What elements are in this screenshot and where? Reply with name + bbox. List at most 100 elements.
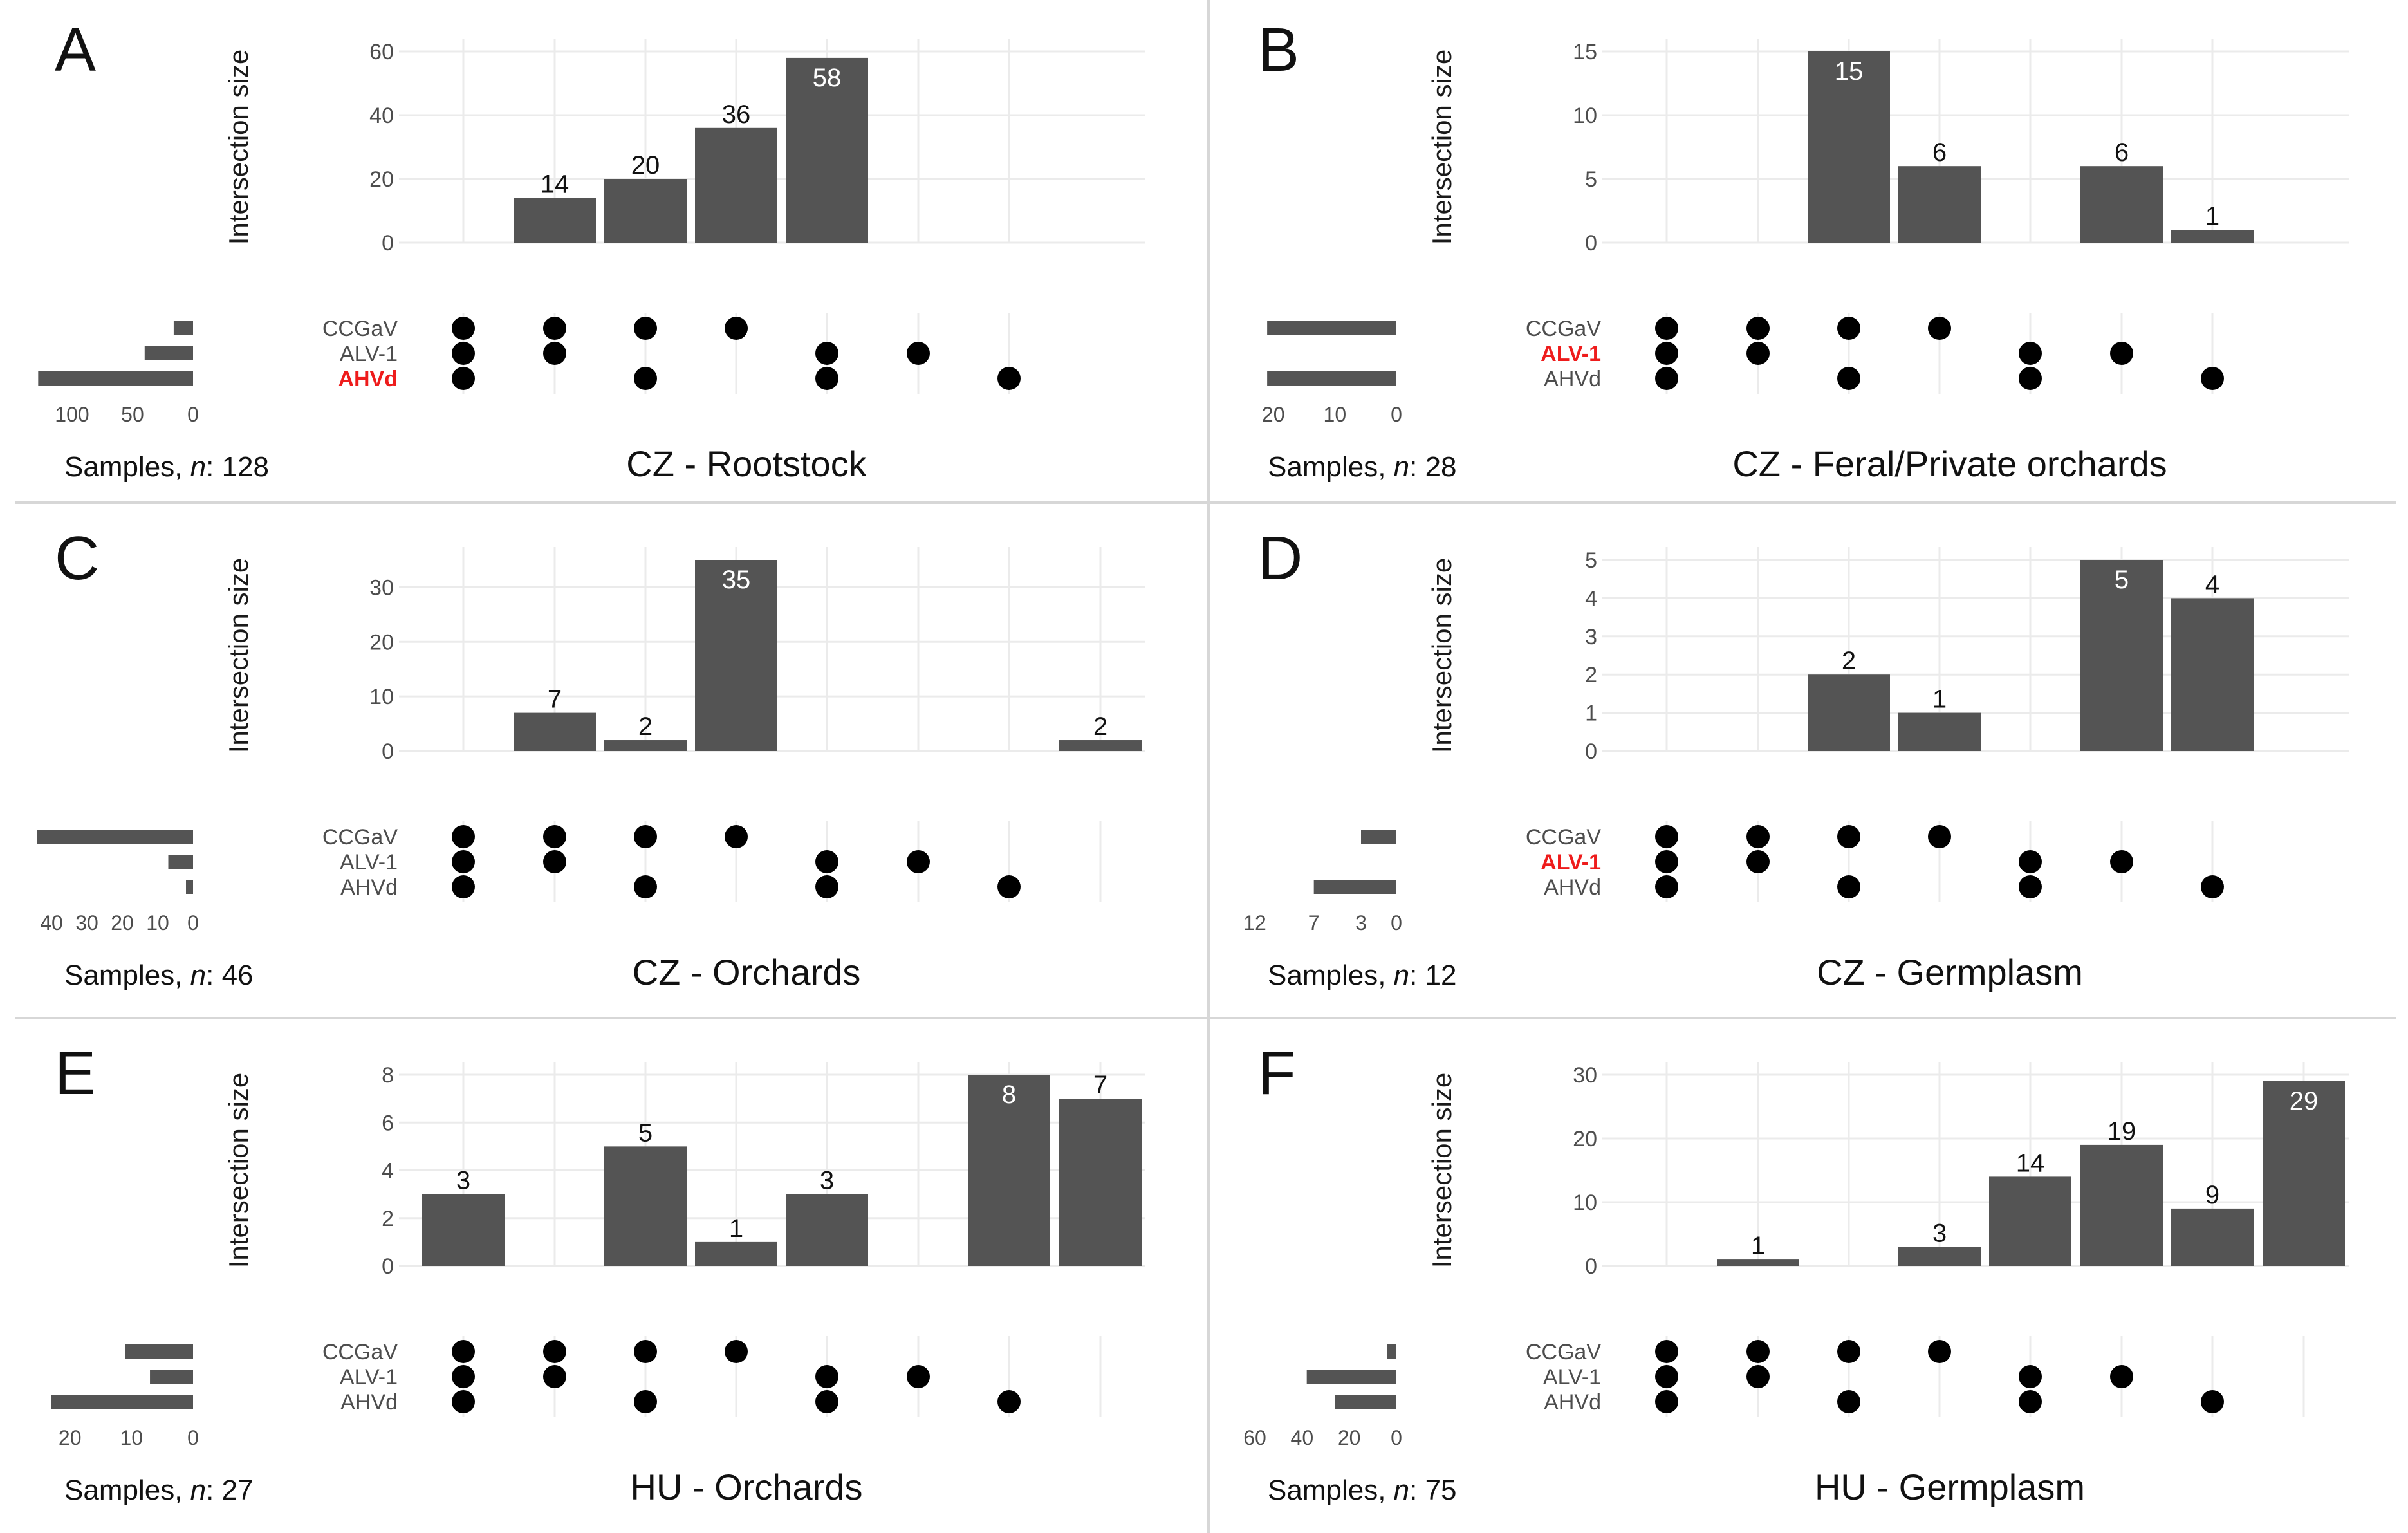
set-size-tick-label: 100 (55, 403, 89, 426)
set-size-bar (186, 880, 193, 894)
panel-c: 0 10 20 30 Intersection size 7 2 35 2 C CCGaVALV-1… (37, 524, 1145, 992)
set-size-tick-label: 0 (187, 1426, 199, 1449)
matrix-dot (815, 1390, 838, 1413)
panel-a: 0 20 40 60 Intersection size 14 20 36 58 A CCGaVAL… (38, 15, 1145, 484)
set-size-tick-label: 20 (111, 911, 134, 934)
samples-value: : 75 (1409, 1474, 1456, 1506)
y-tick-label: 4 (1585, 586, 1597, 611)
set-size-tick-label: 40 (40, 911, 63, 934)
set-size-bar (1361, 830, 1396, 844)
matrix-dot (634, 1390, 657, 1413)
set-size-bar (38, 371, 193, 386)
panel-b: 0 5 10 15 Intersection size 15 6 6 1 B CCGaVALV-1A… (1258, 15, 2349, 484)
y-axis-label: Intersection size (1427, 1073, 1457, 1268)
set-label: AHVd (1544, 367, 1601, 391)
y-tick-label: 2 (1585, 663, 1597, 687)
y-tick-label: 40 (369, 104, 394, 128)
bar (2080, 560, 2163, 751)
matrix-dot (815, 875, 838, 898)
y-tick-label: 0 (382, 739, 394, 764)
set-label: AHVd (1544, 1390, 1601, 1415)
bar (1989, 1176, 2071, 1266)
set-label: CCGaV (322, 1340, 398, 1364)
y-tick-label: 0 (1585, 1254, 1597, 1279)
matrix-dot (634, 825, 657, 848)
samples-label: Samples, (64, 960, 190, 991)
matrix-dot (725, 1340, 748, 1363)
samples-n-label: n (190, 1474, 206, 1506)
set-size-bar (173, 321, 193, 335)
matrix-dot (1746, 1340, 1770, 1363)
y-tick-label: 2 (382, 1207, 394, 1231)
set-label: AHVd (1544, 875, 1601, 900)
panel-title: CZ - Germplasm (1817, 952, 2083, 992)
y-axis-label: Intersection size (1427, 558, 1457, 753)
set-size-tick-label: 0 (1391, 403, 1402, 426)
bar (2171, 230, 2254, 243)
matrix-dot (907, 342, 930, 365)
bar-value-label: 36 (722, 100, 751, 129)
bar-value-label: 7 (548, 685, 562, 714)
samples-count: Samples, n: 27 (64, 1474, 254, 1506)
matrix-dot (452, 850, 475, 873)
y-axis-label: Intersection size (223, 50, 254, 245)
bar (2080, 166, 2163, 243)
matrix-dot (815, 1365, 838, 1388)
matrix-dot (1837, 1340, 1860, 1363)
y-tick-label: 0 (1585, 231, 1597, 256)
matrix-dot (1746, 317, 1770, 340)
matrix-dot (815, 850, 838, 873)
panel-title: CZ - Orchards (633, 952, 861, 992)
matrix-dot (1746, 850, 1770, 873)
divider-row-2 (15, 1017, 2396, 1019)
y-tick-label: 0 (382, 1254, 394, 1279)
matrix-dot (2019, 1365, 2042, 1388)
y-tick-label: 30 (369, 575, 394, 600)
matrix-dot (1655, 342, 1678, 365)
matrix-dot (1837, 367, 1860, 390)
matrix-dot (1928, 825, 1951, 848)
matrix-dot (2201, 367, 2224, 390)
matrix-dot (452, 825, 475, 848)
set-size-tick-label: 60 (1243, 1426, 1266, 1449)
matrix-dot (1837, 875, 1860, 898)
bar-value-label: 20 (631, 151, 660, 180)
set-label: ALV-1 (340, 850, 398, 875)
panel-letter: A (55, 15, 96, 84)
bar-value-label: 1 (1751, 1232, 1765, 1260)
matrix-dot (725, 825, 748, 848)
y-tick-label: 20 (1573, 1127, 1597, 1151)
y-tick-label: 20 (369, 167, 394, 192)
matrix-dot (1746, 825, 1770, 848)
set-size-tick-label: 0 (1391, 911, 1402, 934)
bar-value-label: 2 (1093, 712, 1107, 741)
bar-value-label: 58 (813, 64, 842, 92)
set-size-tick-label: 10 (146, 911, 169, 934)
y-tick-label: 3 (1585, 625, 1597, 649)
y-tick-label: 0 (382, 231, 394, 256)
panel-letter: B (1258, 15, 1299, 84)
bar-value-label: 29 (2290, 1087, 2319, 1115)
bar (604, 740, 687, 751)
y-axis-label: Intersection size (223, 558, 254, 753)
matrix-dot (452, 317, 475, 340)
set-size-tick-label: 7 (1308, 911, 1320, 934)
bar-value-label: 2 (1842, 647, 1856, 675)
y-tick-label: 30 (1573, 1063, 1597, 1088)
samples-n-label: n (190, 451, 206, 483)
set-size-tick-label: 0 (187, 403, 199, 426)
matrix-dot (1655, 367, 1678, 390)
bar (1898, 712, 1981, 751)
matrix-dot (2019, 367, 2042, 390)
panel-title: HU - Germplasm (1815, 1467, 2085, 1507)
samples-label: Samples, (1268, 1474, 1394, 1506)
bar-value-label: 35 (722, 566, 751, 594)
set-label: CCGaV (1526, 317, 1601, 341)
set-label: ALV-1 (1543, 1365, 1601, 1389)
bar (604, 1146, 687, 1266)
y-tick-label: 60 (369, 40, 394, 64)
samples-value: : 28 (1409, 451, 1456, 483)
matrix-dot (1655, 850, 1678, 873)
matrix-dot (452, 1390, 475, 1413)
